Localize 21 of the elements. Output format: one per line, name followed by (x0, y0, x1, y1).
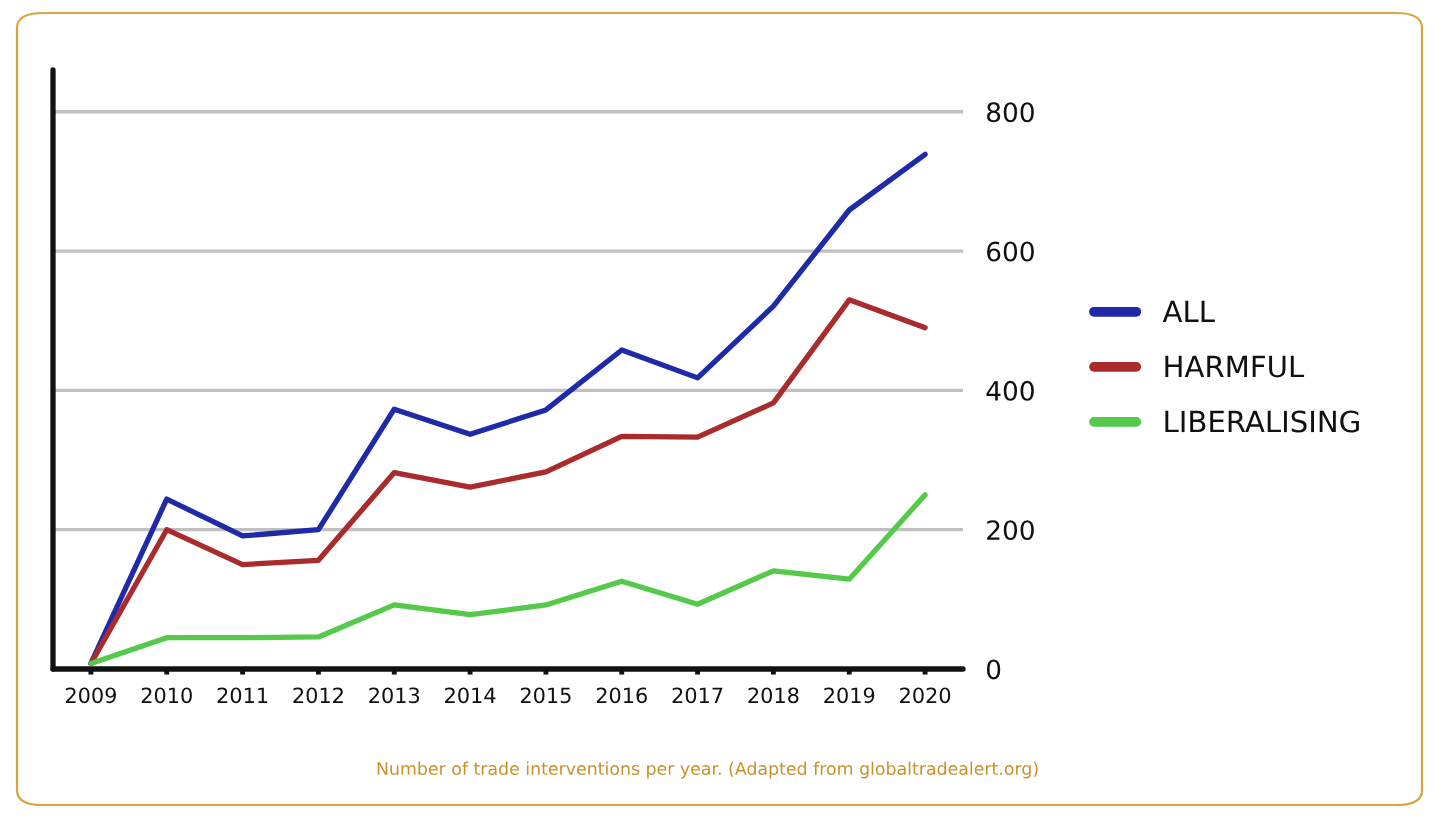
x-tick-label: 2014 (445, 687, 496, 704)
legend-label: LIBERALISING (1165, 410, 1359, 433)
x-tick-label: 2013 (369, 687, 420, 704)
x-tick-label: 2016 (596, 687, 647, 704)
x-tick-label: 2011 (217, 687, 268, 704)
y-tick-label: 800 (987, 102, 1034, 123)
x-tick-label: 2010 (141, 687, 192, 704)
x-tick-label: 2012 (293, 687, 343, 704)
x-tick-label: 2015 (520, 687, 571, 704)
x-tick-label: 2020 (900, 687, 951, 704)
text: Number of trade interventions per year. (Adapted from globaltradealert.org) (377, 761, 1038, 779)
y-tick-label: 400 (986, 380, 1034, 401)
x-tick-label: 2017 (672, 687, 723, 704)
x-tick-label: 2019 (824, 687, 875, 704)
x-tick-label: 2018 (748, 687, 799, 704)
legend-label: ALL (1162, 300, 1215, 322)
x-tick-label: 2009 (65, 687, 116, 704)
y-tick-label: 0 (986, 659, 1001, 680)
legend-label: HARMFUL (1165, 355, 1305, 378)
y-tick-label: 200 (987, 520, 1034, 541)
y-tick-label: 600 (987, 241, 1034, 262)
